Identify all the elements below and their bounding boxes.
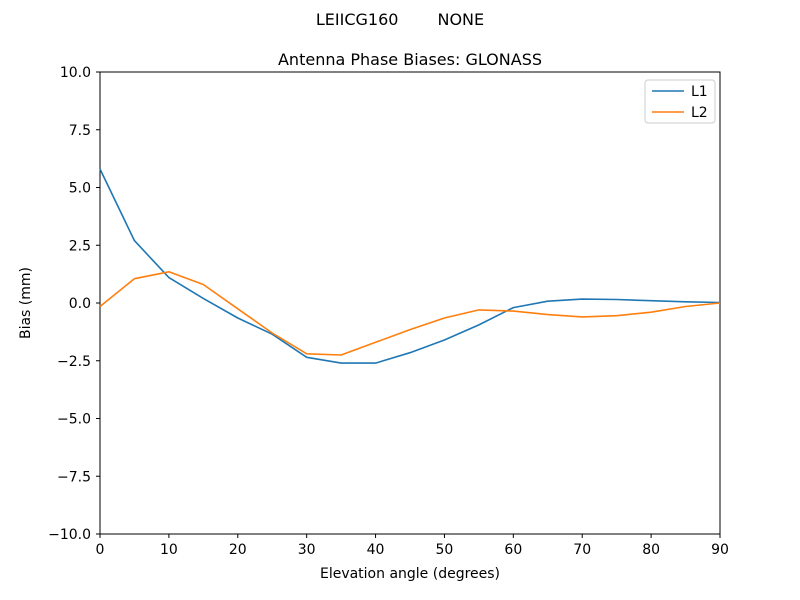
y-tick-label: −5.0 bbox=[57, 412, 91, 428]
y-axis-label: Bias (mm) bbox=[18, 267, 34, 339]
x-tick-label: 90 bbox=[711, 542, 729, 558]
x-tick-label: 10 bbox=[160, 542, 178, 558]
x-tick-label: 50 bbox=[436, 542, 454, 558]
legend-label-l2: L2 bbox=[691, 105, 708, 121]
series-line-l1 bbox=[99, 168, 721, 364]
x-tick-label: 20 bbox=[229, 542, 247, 558]
x-tick-label: 70 bbox=[573, 542, 591, 558]
y-tick-label: 7.5 bbox=[69, 123, 91, 139]
legend-label-l1: L1 bbox=[691, 84, 708, 100]
x-tick-label: 80 bbox=[642, 542, 660, 558]
x-tick-label: 40 bbox=[367, 542, 385, 558]
suptitle-model-name: NONE bbox=[437, 10, 485, 29]
suptitle-station-name: LEIICG160 bbox=[315, 10, 399, 29]
y-tick-label: −7.5 bbox=[57, 469, 91, 485]
y-tick-label: 2.5 bbox=[69, 238, 91, 254]
y-tick-label: 0.0 bbox=[69, 296, 91, 312]
x-axis-label: Elevation angle (degrees) bbox=[320, 566, 500, 582]
chart-title: Antenna Phase Biases: GLONASS bbox=[277, 50, 542, 69]
plot-frame bbox=[99, 71, 721, 535]
y-tick-label: 5.0 bbox=[69, 181, 91, 197]
y-tick-label: −2.5 bbox=[57, 354, 91, 370]
y-tick-label: 10.0 bbox=[60, 65, 91, 81]
x-tick-label: 0 bbox=[96, 542, 105, 558]
x-tick-label: 30 bbox=[298, 542, 316, 558]
x-tick-label: 60 bbox=[504, 542, 522, 558]
series-line-l2 bbox=[99, 270, 721, 356]
y-tick-label: −10.0 bbox=[48, 527, 91, 543]
figure-suptitle: LEIICG160 NONE bbox=[0, 10, 800, 29]
